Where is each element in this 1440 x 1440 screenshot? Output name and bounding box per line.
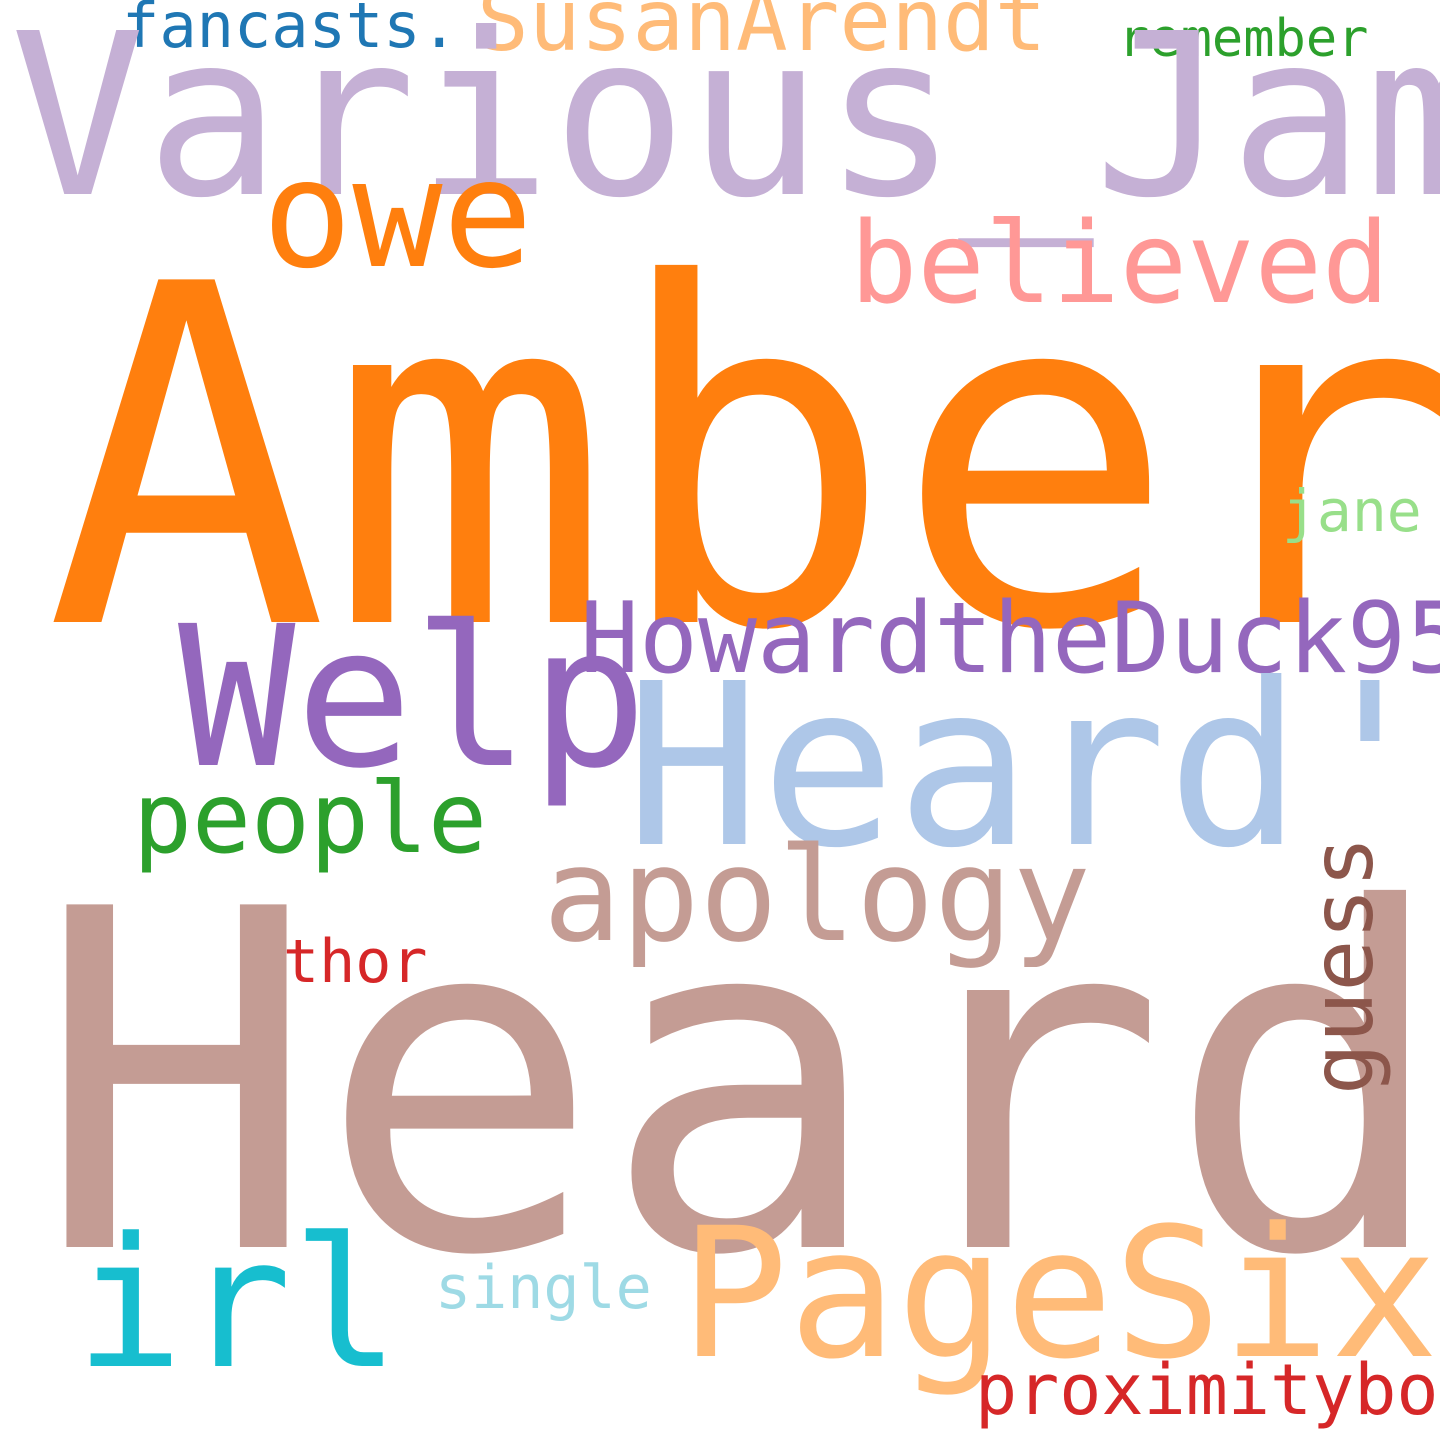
word-single: single [435,1253,652,1323]
word-various-jams: Various_Jams [10,0,1440,248]
word-susanarendt: SusanArendt [477,0,1047,71]
word-proximitybomb: proximitybomb [975,1349,1440,1431]
word-amber: Amber [45,186,1440,733]
word-heard: Heard [35,811,1440,1358]
word-apology: apology [543,819,1091,971]
word-heard-apostrophe: Heard' [625,636,1438,898]
word-howardtheduck95: HowardtheDuck95 [580,582,1440,696]
word-welp: Welp [178,584,648,811]
word-thor: thor [283,927,428,997]
word-irl: irl [75,1200,401,1409]
word-jane: jane [1282,477,1422,545]
word-remember: remember [1118,9,1369,69]
word-guess: guess [1293,836,1393,1095]
word-fancasts: fancasts. [122,0,458,62]
word-owe: owe [262,128,533,302]
word-people: people [133,762,488,876]
word-pagesix: PageSix [680,1190,1439,1399]
word-believed: believed [850,199,1390,329]
